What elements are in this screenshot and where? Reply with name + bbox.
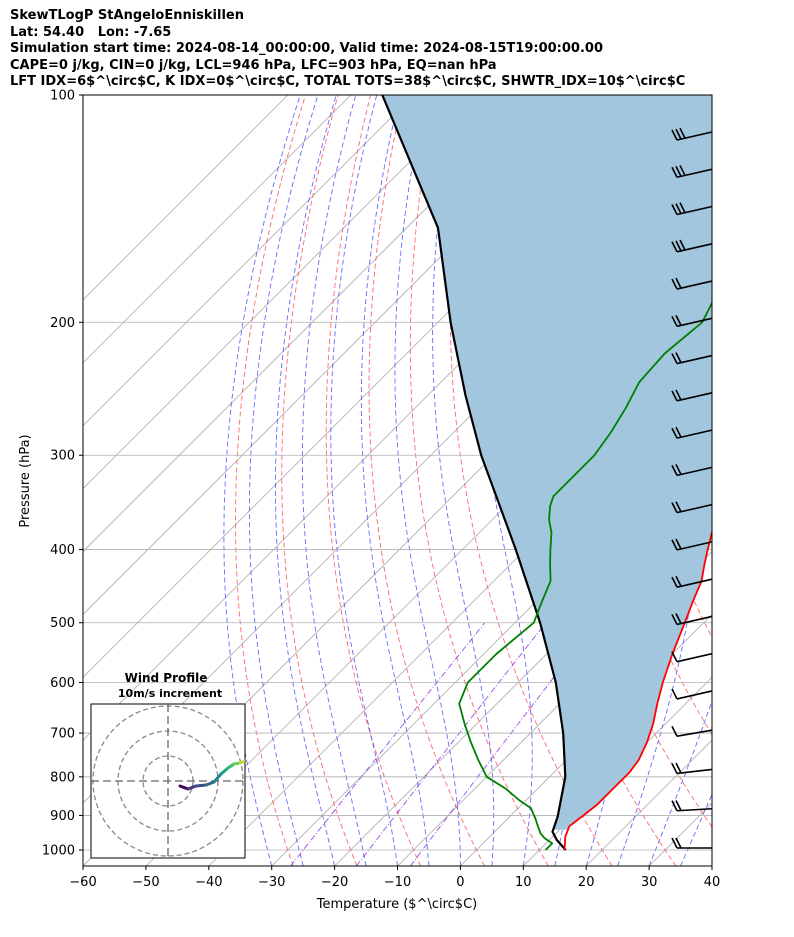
wind-barb bbox=[671, 389, 713, 402]
dry-adiabat-line bbox=[449, 95, 613, 866]
wind-barb bbox=[671, 426, 713, 439]
wind-barb bbox=[671, 165, 713, 179]
wind-barb bbox=[671, 501, 713, 514]
moist-adiabat-line bbox=[711, 864, 712, 866]
hodograph-trace bbox=[238, 759, 245, 765]
wind-barb bbox=[671, 127, 713, 141]
x-tick-label: −20 bbox=[321, 875, 348, 890]
isotherm-line bbox=[83, 95, 540, 553]
wind-barb bbox=[671, 352, 713, 365]
moist-adiabat-line bbox=[360, 95, 430, 866]
moist-adiabat-line bbox=[680, 793, 712, 866]
mixing-ratio-line bbox=[410, 622, 597, 866]
wind-barb bbox=[671, 239, 713, 253]
cape-fill bbox=[382, 95, 712, 830]
x-tick-label: 20 bbox=[578, 875, 595, 890]
x-tick-label: −50 bbox=[132, 875, 159, 890]
x-tick-label: −40 bbox=[195, 875, 222, 890]
moist-adiabat-line bbox=[223, 95, 301, 866]
dry-adiabat-line bbox=[368, 95, 485, 866]
moist-adiabat-line bbox=[648, 700, 712, 866]
x-tick-label: 40 bbox=[704, 875, 721, 890]
dry-adiabat-line bbox=[325, 95, 422, 866]
x-tick-label: 0 bbox=[456, 875, 464, 890]
x-tick-label: 30 bbox=[641, 875, 658, 890]
isotherm-line bbox=[397, 550, 712, 866]
isotherm-line bbox=[83, 95, 477, 490]
cape-line: CAPE=0 j/kg, CIN=0 j/kg, LCL=946 hPa, LF… bbox=[10, 57, 497, 73]
wind-barb bbox=[671, 837, 712, 849]
temperature-profile-line bbox=[563, 529, 712, 851]
wind-barb bbox=[671, 277, 713, 290]
y-tick-label: 600 bbox=[50, 676, 75, 691]
y-tick-label: 1000 bbox=[42, 844, 75, 859]
cape-area bbox=[382, 95, 712, 830]
x-tick-label: −60 bbox=[69, 875, 96, 890]
wind-barb bbox=[671, 575, 713, 588]
time-line: Simulation start time: 2024-08-14_00:00:… bbox=[10, 41, 603, 56]
wind-barb bbox=[671, 800, 713, 812]
index-line: LFT IDX=6$^\circ$C, K IDX=0$^\circ$C, TO… bbox=[10, 74, 686, 89]
moist-adiabat-line bbox=[432, 95, 495, 866]
hodograph-trace bbox=[212, 772, 223, 784]
isotherm-line bbox=[711, 865, 712, 866]
y-tick-label: 900 bbox=[50, 809, 75, 824]
chart-header: SkewTLogP StAngeloEnniskillen Lat: 54.40… bbox=[10, 8, 685, 91]
dry-adiabat-line bbox=[235, 95, 306, 866]
x-tick-label: −30 bbox=[258, 875, 285, 890]
dry-adiabat-line bbox=[762, 95, 794, 866]
moist-adiabat-line bbox=[330, 95, 398, 866]
location-line: Lat: 54.40 Lon: -7.65 bbox=[10, 24, 172, 40]
wind-barb bbox=[671, 464, 713, 477]
wind-barb bbox=[671, 538, 713, 551]
y-tick-label: 400 bbox=[50, 543, 75, 558]
wind-barb bbox=[671, 651, 713, 663]
y-tick-label: 100 bbox=[50, 89, 75, 104]
wind-barb bbox=[671, 688, 713, 700]
isotherm-line bbox=[83, 95, 289, 301]
wind-barb bbox=[671, 613, 713, 626]
hodograph-title: Wind Profile bbox=[125, 671, 208, 685]
x-tick-label: 10 bbox=[515, 875, 532, 890]
y-tick-label: 700 bbox=[50, 727, 75, 742]
x-tick-label: −10 bbox=[384, 875, 411, 890]
dry-adiabat-line bbox=[729, 95, 794, 866]
hodograph-inset: Wind Profile 10m/s increment bbox=[90, 671, 246, 859]
wind-barb bbox=[671, 762, 713, 775]
moist-adiabat-line bbox=[274, 95, 337, 866]
isotherm-line bbox=[523, 676, 712, 866]
moist-adiabat-line bbox=[617, 95, 700, 866]
wind-barb bbox=[671, 202, 713, 216]
profile-lines bbox=[381, 95, 712, 851]
hodograph-trace bbox=[219, 766, 230, 776]
y-tick-label: 800 bbox=[50, 770, 75, 785]
wind-barb bbox=[671, 315, 713, 328]
moist-adiabat-line bbox=[301, 95, 367, 866]
y-tick-label: 200 bbox=[50, 316, 75, 331]
isotherm-line bbox=[334, 488, 712, 866]
moist-adiabat-line bbox=[394, 95, 461, 866]
dry-adiabat-line bbox=[409, 95, 549, 866]
moist-adiabat-line bbox=[248, 95, 319, 866]
isotherm-line bbox=[83, 95, 352, 364]
mixing-ratio-line bbox=[355, 622, 547, 866]
dewpoint-profile-line bbox=[458, 301, 712, 851]
dry-adiabat-line bbox=[281, 95, 358, 866]
hodograph-trace bbox=[194, 783, 208, 788]
wind-barb bbox=[671, 725, 713, 737]
chart-title: SkewTLogP StAngeloEnniskillen bbox=[10, 8, 244, 23]
parcel-profile-line bbox=[381, 95, 567, 851]
y-axis-ticks: 100 200 300 400 500 600 700 800 900 1000 bbox=[42, 89, 83, 859]
y-tick-label: 500 bbox=[50, 616, 75, 631]
x-axis-ticks: −60 −50 −40 −30 −20 −10 0 10 20 30 40 bbox=[69, 866, 720, 890]
isotherm-line bbox=[83, 95, 414, 427]
y-axis-label: Pressure (hPa) bbox=[18, 434, 33, 527]
x-axis-label: Temperature ($^\circ$C) bbox=[316, 897, 477, 912]
y-tick-label: 300 bbox=[50, 449, 75, 464]
wind-barbs bbox=[671, 127, 713, 849]
mixing-ratio-line bbox=[290, 622, 486, 866]
hodograph-subtitle: 10m/s increment bbox=[118, 687, 222, 700]
